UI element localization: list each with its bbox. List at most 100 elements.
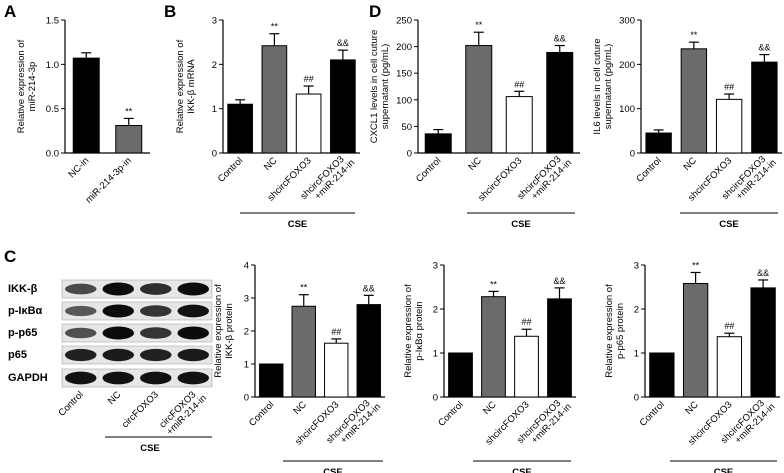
blot-band	[102, 282, 134, 296]
significance-label: &&	[757, 268, 769, 278]
y-axis-label: supernatant (pg/mL)	[603, 44, 614, 130]
blot-strip	[61, 345, 213, 365]
blot-band	[102, 304, 134, 318]
blot-lane-label-line: Control	[56, 389, 85, 418]
blot-strips	[61, 279, 213, 388]
y-axis-label: p-p65 protein	[615, 303, 626, 359]
y-tick-label: 1.0	[46, 60, 59, 71]
blot-band	[65, 283, 97, 295]
bar	[424, 133, 452, 154]
x-tick-label: Control	[436, 399, 465, 428]
significance-label: **	[692, 260, 700, 270]
bar	[291, 305, 316, 398]
y-tick-label: 1.5	[46, 16, 59, 27]
significance-label: **	[300, 283, 308, 293]
x-tick-label-line: Control	[216, 155, 245, 184]
blot-band	[177, 371, 209, 385]
bar	[481, 296, 506, 398]
chart-d-cxcl1: 0 50 100 150 200 250 CXCL1 levels in cell cutu…	[369, 16, 580, 230]
bar	[715, 98, 743, 154]
x-tick-label: Control	[216, 155, 245, 184]
y-axis-label: supernatant (pg/mL)	[380, 44, 391, 130]
y-tick-label: 300	[619, 16, 635, 27]
y-tick-label: 1	[212, 104, 217, 115]
x-tick-label: NC	[466, 155, 484, 173]
x-tick-label: NC	[262, 155, 280, 173]
y-axis-label: Relative expression of	[16, 39, 27, 133]
significance-label: **	[475, 20, 483, 30]
significance-label: **	[125, 106, 133, 116]
bar	[115, 125, 143, 154]
y-tick-label: 0.5	[46, 104, 59, 115]
y-tick-label: 150	[396, 69, 412, 80]
bar	[716, 336, 743, 398]
y-tick-label: 3	[433, 261, 438, 272]
bar	[465, 45, 493, 154]
blot-row-label: IKK-β	[8, 283, 38, 295]
x-tick-label-line: Control	[634, 155, 663, 184]
bar	[682, 282, 709, 398]
significance-label: &&	[554, 34, 566, 44]
y-axis-label: CXCL1 levels in cell cuture	[369, 30, 380, 144]
blot-band	[140, 371, 172, 385]
y-tick-label: 250	[396, 16, 412, 27]
blot-band	[65, 327, 97, 339]
y-tick-label: 3	[212, 16, 217, 27]
blot-band	[177, 304, 209, 318]
x-tick-label-line: NC	[466, 155, 484, 173]
y-axis-label: miR-214-3p	[27, 62, 38, 112]
y-tick-label: 0	[630, 149, 635, 160]
significance-label: ##	[521, 317, 531, 327]
bar	[72, 57, 100, 154]
x-tick-label-line: NC	[682, 155, 700, 173]
significance-label: ##	[304, 74, 314, 84]
chart-c-ikk: 0 1 2 3 4 Relative expression of IKK-β protein…	[213, 261, 385, 473]
y-tick-label: 0	[212, 149, 217, 160]
bar	[514, 335, 539, 398]
blot-band	[140, 305, 172, 317]
y-tick-label: 0	[407, 149, 412, 160]
y-axis-label: p-IκBα protein	[414, 301, 425, 360]
x-tick-label-line: Control	[247, 399, 276, 428]
significance-label: &&	[758, 43, 770, 53]
y-axis-label: Relative expression of	[213, 284, 224, 378]
y-tick-label: 2	[634, 305, 639, 316]
blot-band	[177, 348, 209, 362]
chart-c-pikba: 0 1 2 3 Relative expression of p-IκBα protein…	[403, 261, 576, 473]
blot-lane-label: circFOXO3	[120, 389, 161, 430]
x-tick-label: shcircFOXO3+miR-214-in	[515, 150, 574, 209]
blot-strip	[61, 279, 213, 299]
x-tick-label: NC	[291, 399, 309, 417]
group-label: CSE	[512, 467, 532, 473]
significance-label: ##	[331, 327, 341, 337]
x-tick-label: Control	[638, 399, 667, 428]
bar	[259, 363, 284, 398]
y-tick-label: 100	[619, 104, 635, 115]
x-tick-label: Control	[247, 399, 276, 428]
y-axis-label: Relative expression of	[403, 284, 414, 378]
panel-label-b: B	[164, 2, 176, 21]
blot-strip	[61, 323, 213, 343]
y-axis-label: IKK-β mRNA	[186, 59, 197, 114]
blot-lane-label-line: NC	[106, 389, 124, 407]
blot-lane-label: NC	[106, 389, 124, 407]
x-tick-label-line: Control	[414, 155, 443, 184]
blot-lane-label: circFOXO3+miR-214-in	[157, 386, 209, 438]
blot-band	[102, 371, 134, 385]
significance-label: ##	[724, 82, 734, 92]
y-tick-label: 100	[396, 95, 412, 106]
blot-band	[177, 326, 209, 340]
x-tick-label-line: NC	[291, 399, 309, 417]
blot-band	[140, 348, 172, 362]
blot-band	[65, 305, 97, 317]
x-tick-label-line: NC	[683, 399, 701, 417]
bar	[546, 51, 574, 154]
panel-label-a: A	[4, 2, 16, 21]
bar	[645, 132, 672, 154]
significance-label: ##	[514, 79, 524, 89]
bar	[448, 352, 473, 398]
bar	[356, 304, 381, 398]
significance-label: &&	[337, 38, 349, 48]
y-tick-label: 50	[401, 122, 412, 133]
x-tick-label: Control	[634, 155, 663, 184]
